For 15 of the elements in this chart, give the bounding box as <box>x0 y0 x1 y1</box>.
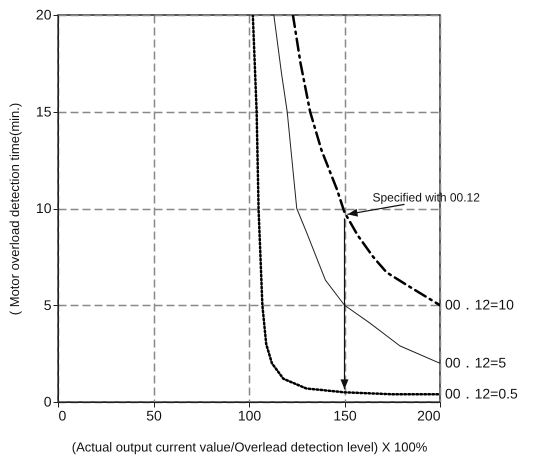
y-tick-label: 0 <box>44 394 52 410</box>
x-tick-label: 0 <box>58 408 66 424</box>
y-axis-title: ( Motor overload detection time(min.) <box>6 102 22 316</box>
series-label: 00．12=5 <box>445 354 506 370</box>
x-tick-label: 200 <box>417 408 441 424</box>
y-tick-label: 10 <box>36 200 52 216</box>
y-tick-label: 20 <box>36 6 52 22</box>
series-label: 00．12=10 <box>445 296 514 312</box>
x-tick-label: 50 <box>146 408 162 424</box>
y-tick-label: 15 <box>36 103 52 120</box>
y-tick-label: 5 <box>44 296 52 313</box>
series-label: 00．12=0.5 <box>445 385 518 402</box>
x-tick-label: 150 <box>333 408 357 424</box>
x-axis-title: (Actual output current value/Overlead detection level) X 100% <box>72 440 428 454</box>
x-tick-label: 100 <box>238 408 262 424</box>
